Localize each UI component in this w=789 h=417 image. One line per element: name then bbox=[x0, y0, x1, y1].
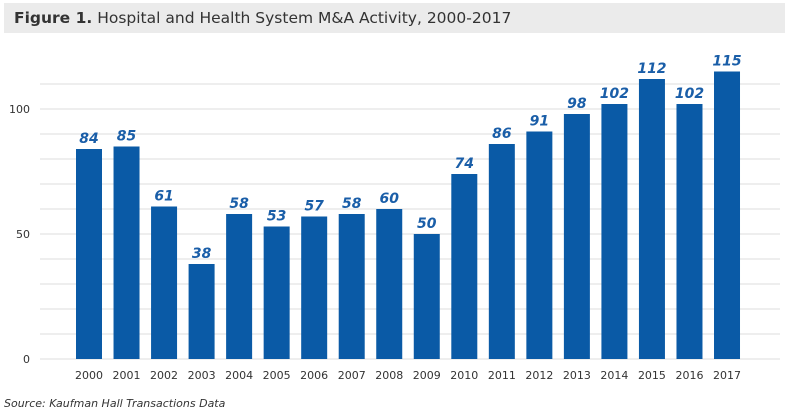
x-tick-label: 2008 bbox=[375, 369, 403, 382]
x-tick-label: 2005 bbox=[263, 369, 291, 382]
data-label: 58 bbox=[342, 196, 362, 212]
data-label: 91 bbox=[530, 114, 549, 130]
data-label: 57 bbox=[304, 199, 324, 215]
figure-number: Figure 1. bbox=[14, 9, 93, 27]
bar-2000 bbox=[76, 149, 102, 359]
data-label: 115 bbox=[712, 54, 741, 70]
bar-2007 bbox=[338, 214, 365, 359]
data-label: 85 bbox=[117, 129, 137, 145]
data-label: 53 bbox=[267, 209, 286, 225]
bar-2012 bbox=[526, 131, 553, 359]
bar-2006 bbox=[301, 216, 328, 359]
data-label: 112 bbox=[637, 61, 666, 77]
x-tick-label: 2006 bbox=[300, 369, 328, 382]
bar-2015 bbox=[638, 79, 665, 359]
bar-2004 bbox=[226, 214, 253, 359]
bar-2008 bbox=[376, 209, 403, 359]
x-tick-label: 2007 bbox=[338, 369, 366, 382]
bar-2009 bbox=[413, 234, 440, 359]
x-tick-label: 2016 bbox=[675, 369, 703, 382]
x-tick-label: 2013 bbox=[563, 369, 591, 382]
x-tick-label: 2015 bbox=[638, 369, 666, 382]
x-tick-label: 2014 bbox=[600, 369, 628, 382]
data-label: 61 bbox=[154, 189, 173, 205]
x-tick-label: 2003 bbox=[188, 369, 216, 382]
bar-2002 bbox=[151, 206, 178, 359]
data-label: 58 bbox=[229, 196, 249, 212]
data-label: 86 bbox=[492, 126, 512, 142]
data-label: 38 bbox=[192, 246, 212, 262]
bar-2010 bbox=[451, 174, 478, 359]
x-tick-label: 2012 bbox=[525, 369, 553, 382]
y-tick-label: 0 bbox=[23, 353, 30, 366]
bar-2016 bbox=[676, 104, 703, 359]
title-text: Hospital and Health System M&A Activity,… bbox=[97, 9, 512, 27]
data-label: 74 bbox=[455, 156, 474, 172]
y-tick-label: 100 bbox=[9, 103, 30, 116]
x-tick-label: 2002 bbox=[150, 369, 178, 382]
x-tick-label: 2017 bbox=[713, 369, 741, 382]
y-tick-label: 50 bbox=[16, 228, 30, 241]
bar-2001 bbox=[113, 146, 140, 359]
data-label: 50 bbox=[417, 216, 437, 232]
bar-2003 bbox=[188, 264, 215, 359]
data-label: 102 bbox=[600, 86, 629, 102]
x-tick-label: 2004 bbox=[225, 369, 253, 382]
data-label: 102 bbox=[675, 86, 704, 102]
data-label: 60 bbox=[379, 191, 399, 207]
x-tick-label: 2000 bbox=[75, 369, 103, 382]
x-tick-label: 2011 bbox=[488, 369, 516, 382]
data-label: 84 bbox=[79, 131, 98, 147]
bar-2013 bbox=[563, 114, 590, 359]
chart-title: Figure 1. Hospital and Health System M&A… bbox=[4, 3, 785, 33]
bar-2005 bbox=[263, 226, 290, 359]
data-label: 98 bbox=[567, 96, 587, 112]
x-tick-label: 2001 bbox=[113, 369, 141, 382]
bar-2011 bbox=[488, 144, 515, 359]
source-note: Source: Kaufman Hall Transactions Data bbox=[4, 397, 226, 410]
x-tick-label: 2009 bbox=[413, 369, 441, 382]
bar-2017 bbox=[714, 71, 741, 359]
x-tick-label: 2010 bbox=[450, 369, 478, 382]
bar-2014 bbox=[601, 104, 628, 359]
